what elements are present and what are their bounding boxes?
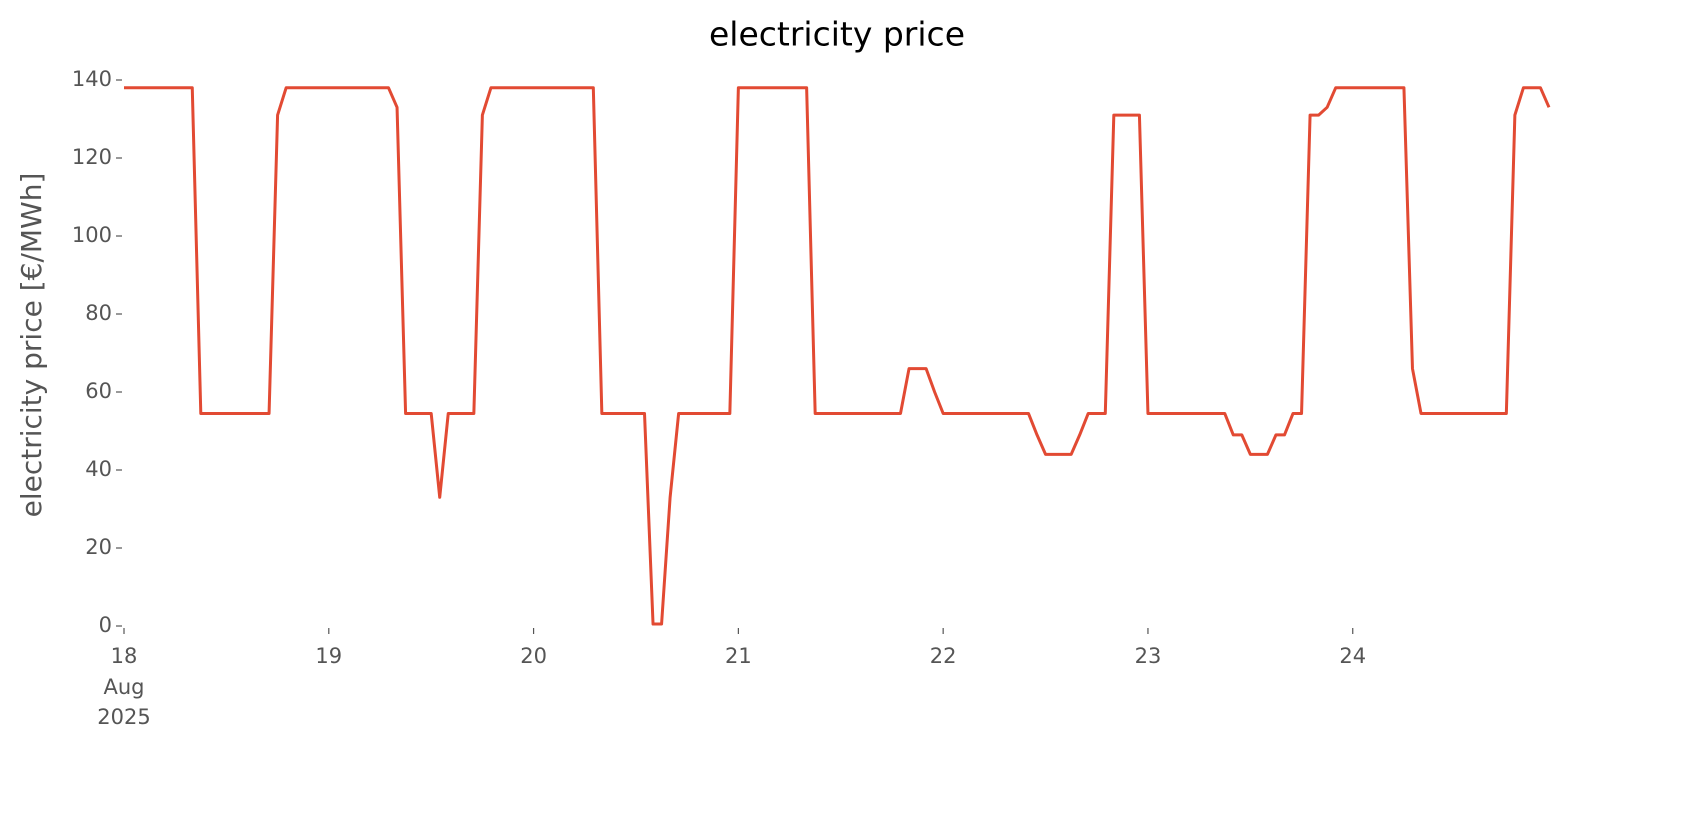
x-tick-label: 18 [111, 644, 138, 668]
x-tick-label: 24 [1339, 644, 1366, 668]
y-axis-label: electricity price [€/MWh] [15, 173, 48, 518]
y-tick-label: 100 [72, 223, 112, 247]
y-tick-label: 40 [85, 457, 112, 481]
y-tick-label: 60 [85, 379, 112, 403]
x-tick-label: 20 [520, 644, 547, 668]
y-tick-label: 120 [72, 145, 112, 169]
y-tick-label: 0 [99, 613, 112, 637]
x-tick-label: 19 [315, 644, 342, 668]
y-tick-label: 20 [85, 535, 112, 559]
price-line [124, 86, 1551, 626]
x-tick-sublabel: Aug [103, 675, 144, 699]
x-tick-sublabel: 2025 [97, 705, 150, 729]
x-tick-label: 21 [725, 644, 752, 668]
y-tick-label: 80 [85, 301, 112, 325]
y-tick-label: 140 [72, 67, 112, 91]
x-tick-label: 23 [1135, 644, 1162, 668]
chart-title: electricity price [709, 15, 965, 54]
x-tick-label: 22 [930, 644, 957, 668]
